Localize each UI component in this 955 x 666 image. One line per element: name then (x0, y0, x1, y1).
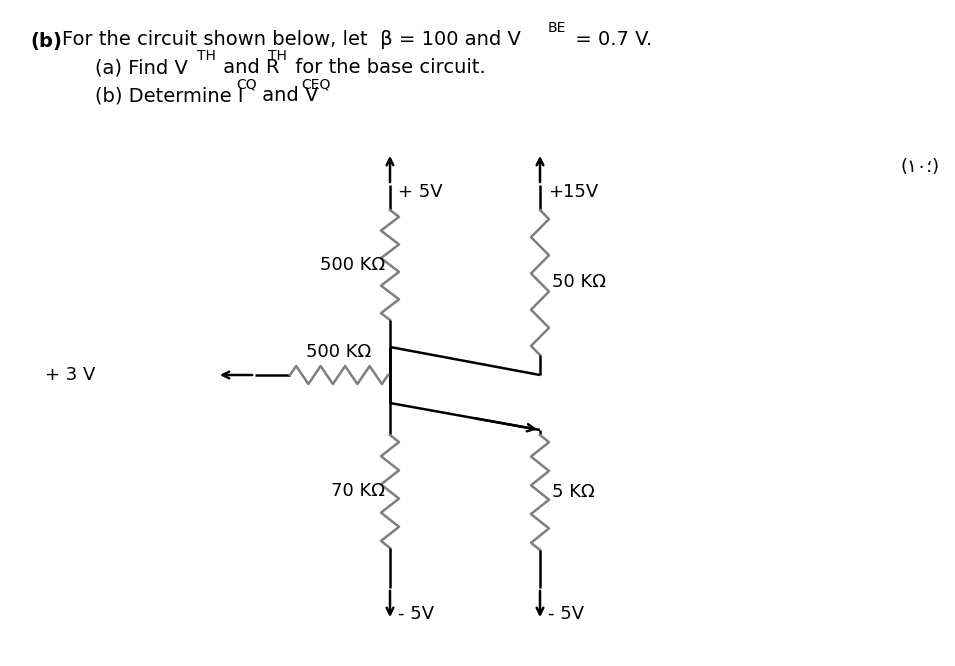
Text: 5 KΩ: 5 KΩ (552, 483, 595, 501)
Text: - 5V: - 5V (548, 605, 584, 623)
Text: 500 KΩ: 500 KΩ (320, 256, 385, 274)
Text: 50 KΩ: 50 KΩ (552, 273, 605, 291)
Text: TH: TH (197, 49, 216, 63)
Text: and R: and R (217, 58, 280, 77)
Text: and V: and V (256, 86, 318, 105)
Text: = 0.7 V.: = 0.7 V. (569, 30, 652, 49)
Text: + 5V: + 5V (398, 183, 442, 201)
Text: (a) Find V: (a) Find V (95, 58, 188, 77)
Text: 500 KΩ: 500 KΩ (307, 343, 371, 361)
Text: (١٠؛): (١٠؛) (900, 158, 939, 176)
Text: for the base circuit.: for the base circuit. (289, 58, 486, 77)
Text: CEQ: CEQ (301, 77, 330, 91)
Text: $\mathbf{(b)}$: $\mathbf{(b)}$ (30, 30, 62, 52)
Text: (b) Determine I: (b) Determine I (95, 86, 244, 105)
Text: BE: BE (548, 21, 566, 35)
Text: +15V: +15V (548, 183, 598, 201)
Text: + 3 V: + 3 V (45, 366, 96, 384)
Text: - 5V: - 5V (398, 605, 435, 623)
Text: 70 KΩ: 70 KΩ (331, 482, 385, 500)
Text: CQ: CQ (236, 77, 257, 91)
Text: For the circuit shown below, let  β = 100 and V: For the circuit shown below, let β = 100… (62, 30, 520, 49)
Text: TH: TH (268, 49, 286, 63)
